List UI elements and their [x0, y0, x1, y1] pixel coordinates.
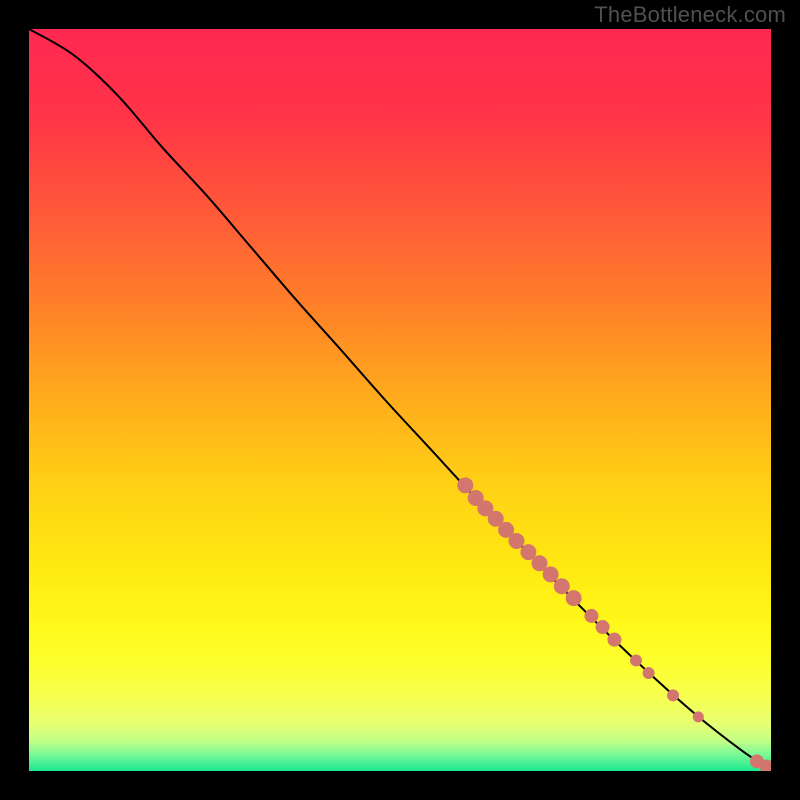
- marker-dot: [508, 533, 524, 549]
- chart-svg: [29, 29, 771, 771]
- marker-dot: [607, 633, 621, 647]
- marker-dot: [596, 620, 610, 634]
- watermark-text: TheBottleneck.com: [594, 2, 786, 28]
- marker-dot: [693, 711, 704, 722]
- plot-area: [29, 29, 771, 771]
- marker-dot: [584, 609, 598, 623]
- marker-dot: [643, 667, 655, 679]
- gradient-background: [29, 29, 771, 771]
- marker-dot: [566, 590, 582, 606]
- marker-dot: [543, 566, 559, 582]
- marker-dot: [630, 654, 642, 666]
- marker-dot: [667, 689, 679, 701]
- marker-dot: [457, 477, 473, 493]
- marker-dot: [554, 578, 570, 594]
